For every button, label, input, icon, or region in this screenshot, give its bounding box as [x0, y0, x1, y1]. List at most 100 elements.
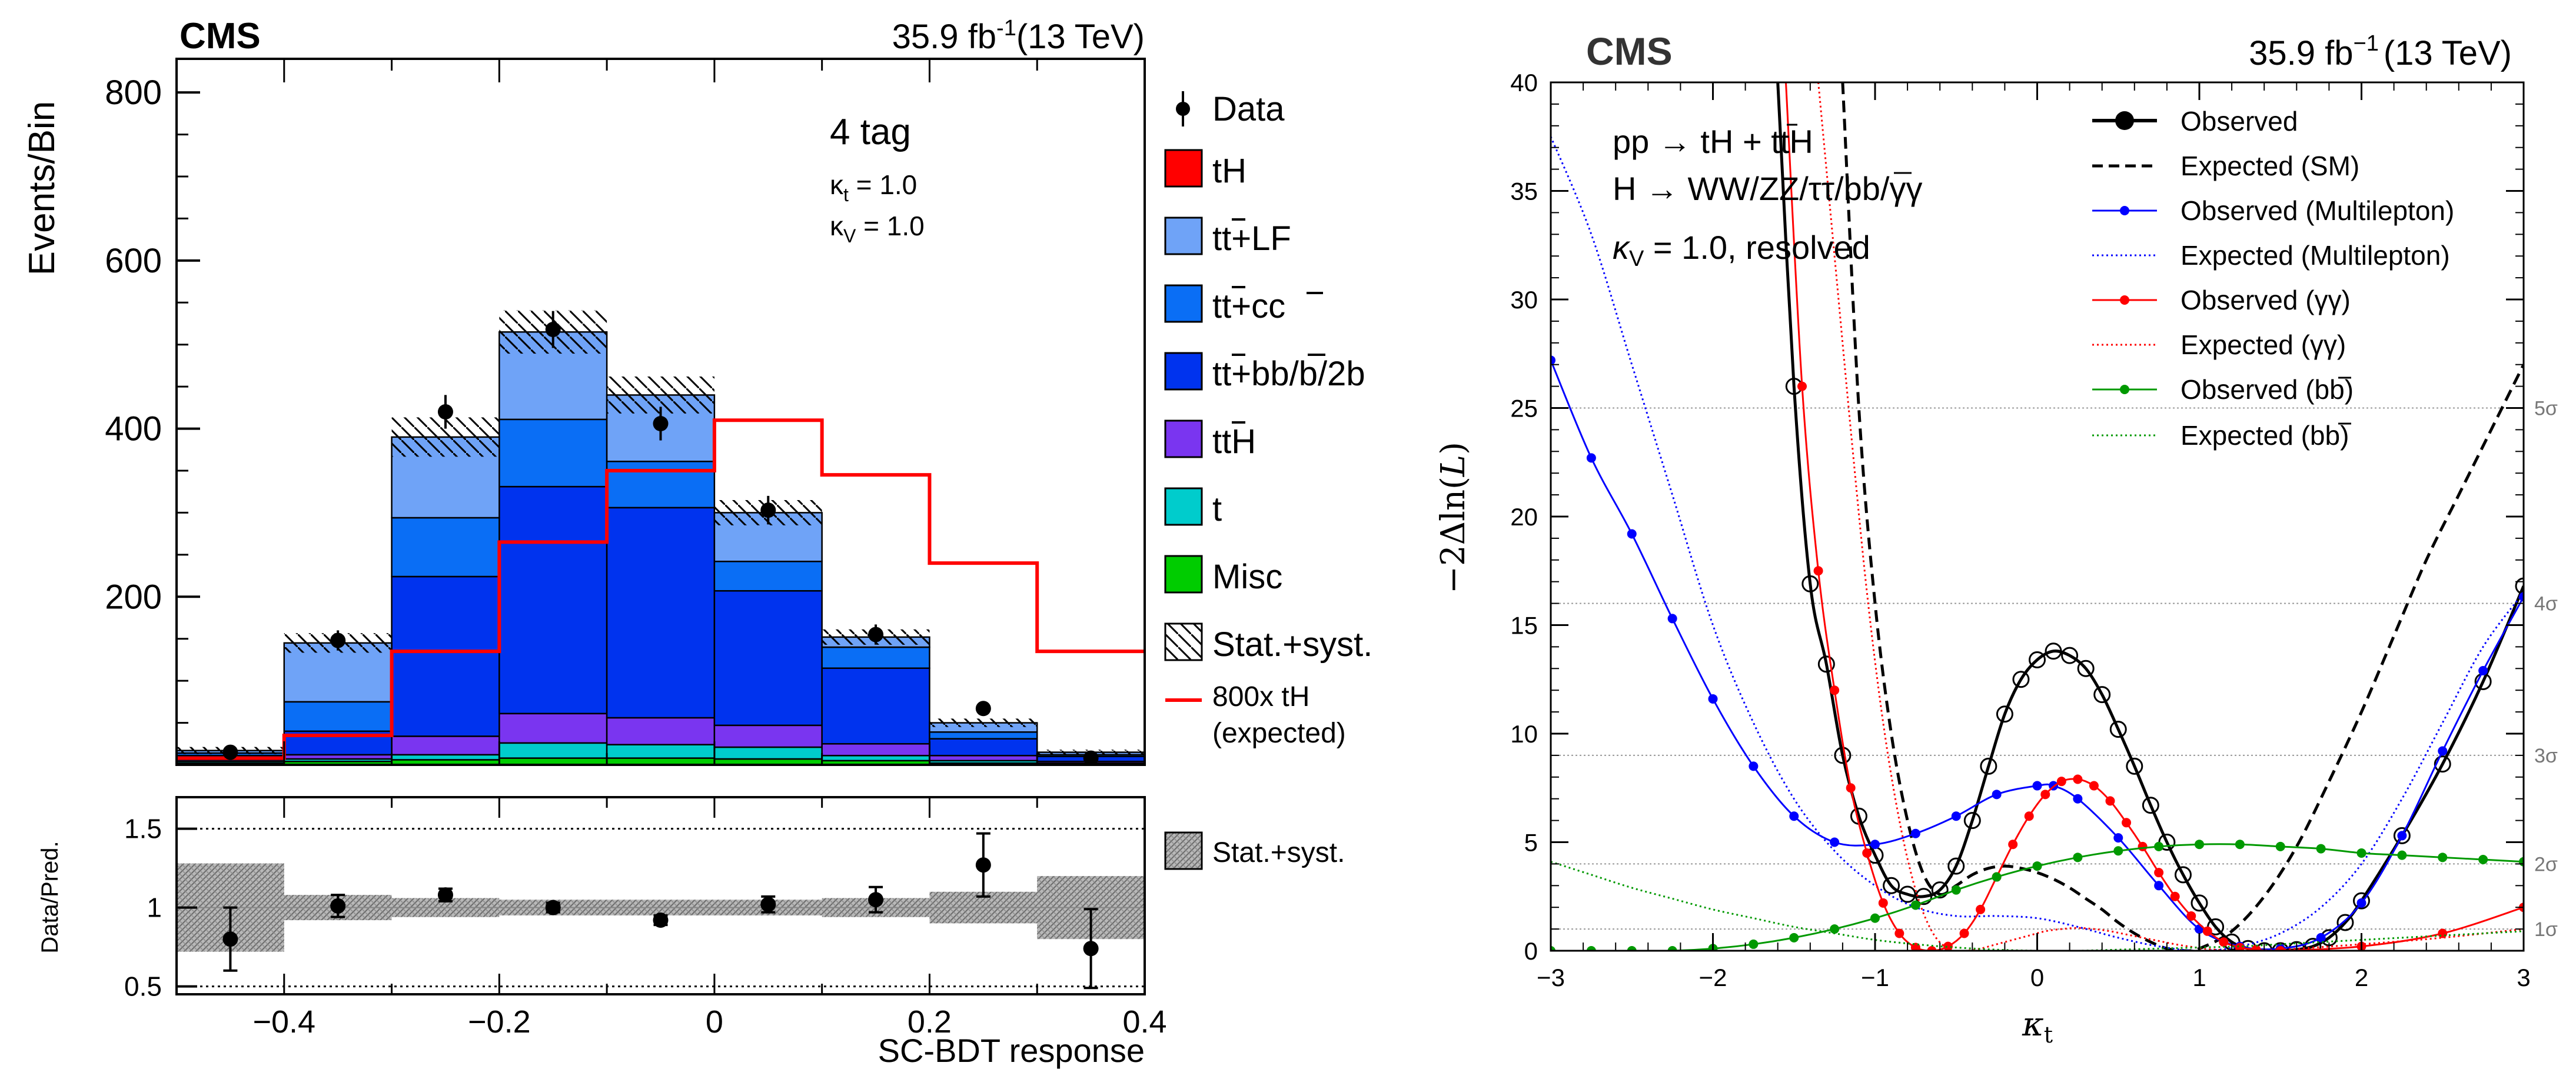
- svg-text:Stat.+syst.: Stat.+syst.: [1212, 837, 1345, 868]
- legend-expected-bb: Expected (bb): [2092, 420, 2351, 451]
- data-point-5: [760, 502, 776, 518]
- legend-item-stat-syst: Stat.+syst.: [1164, 622, 1372, 664]
- bar-t-bin-6: [821, 755, 930, 762]
- sigma-label-4: 2σ: [2534, 853, 2558, 875]
- marker-2-3: [1667, 614, 1677, 624]
- left-x-ticks: [175, 59, 1146, 765]
- right-ytick-label-25: 25: [1510, 395, 1538, 422]
- marker-4-24: [2170, 891, 2180, 901]
- marker-2-0: [1551, 355, 1555, 365]
- bar-t-bin-4: [606, 744, 716, 759]
- svg-text:Misc: Misc: [1212, 558, 1282, 596]
- svg-text:tt+LF: tt+LF: [1212, 219, 1291, 258]
- ratio-point-1: [330, 898, 346, 914]
- svg-text:Stat.+syst.: Stat.+syst.: [1212, 625, 1372, 664]
- svg-text:tH: tH: [1212, 152, 1247, 190]
- marker-0-20: [2093, 686, 2111, 704]
- right-ytick-label-10: 10: [1510, 720, 1538, 748]
- marker-2-11: [1992, 790, 2002, 800]
- marker-2-10: [1951, 811, 1961, 821]
- marker-4-1: [1797, 381, 1807, 391]
- marker-0-3: [1817, 655, 1835, 673]
- svg-text:tt+cc: tt+cc: [1212, 287, 1285, 325]
- marker-6-5: [1749, 939, 1759, 949]
- marker-4-15: [2024, 811, 2034, 821]
- marker-2-2: [1627, 529, 1637, 539]
- left-cms-label: CMS: [180, 16, 261, 56]
- legend-item-tt-bb: tt+bb/b/2b: [1164, 352, 1365, 393]
- marker-0-8: [1899, 885, 1916, 903]
- marker-4-9: [1927, 946, 1937, 951]
- bar-t-bin-5: [713, 746, 823, 760]
- sigma-label-1: 1σ: [2534, 918, 2558, 941]
- marker-4-11: [1959, 928, 1969, 938]
- marker-2-23: [2438, 746, 2448, 756]
- svg-text:t: t: [1212, 490, 1222, 528]
- marker-6-13: [2073, 852, 2083, 862]
- bar-tt̄+bb̄/b/2b-bin-6: [821, 667, 930, 745]
- data-point-6: [868, 627, 884, 642]
- marker-0-15: [2012, 671, 2030, 688]
- marker-2-12: [2032, 781, 2042, 791]
- sigma-labels: 1σ 2σ 3σ 4σ 5σ: [2534, 398, 2558, 941]
- legend-item-tt-cc: tt+cc: [1164, 284, 1323, 325]
- bar-tt̄+cc̄-bin-6: [821, 646, 930, 669]
- svg-text:tt+bb/b/2b: tt+bb/b/2b: [1212, 355, 1365, 393]
- ratio-point-6: [868, 892, 884, 908]
- right-xtick-label-5: 2: [2355, 964, 2368, 991]
- bar-tt̄+cc̄-bin-2: [391, 517, 500, 578]
- marker-0-40: [2515, 577, 2524, 595]
- marker-4-20: [2105, 796, 2115, 806]
- right-cms-label: CMS: [1586, 29, 1673, 73]
- marker-6-20: [2356, 848, 2366, 858]
- marker-6-6: [1789, 933, 1799, 943]
- marker-0-13: [1980, 757, 1997, 775]
- marker-6-12: [2032, 861, 2042, 871]
- data-point-7: [975, 701, 991, 717]
- bar-t-bin-3: [498, 742, 608, 759]
- ratio-reference-lines: [177, 828, 1145, 988]
- svg-text:Expected (SM): Expected (SM): [2181, 151, 2359, 181]
- marker-4-6: [1878, 898, 1888, 908]
- left-histogram-panel: CMS 35.9 fb-1(13 TeV) Events/Bin 200 400 6…: [22, 16, 1146, 766]
- marker-2-15: [2113, 833, 2123, 843]
- bar-tt̄+bb̄/b/2b-bin-5: [713, 590, 823, 727]
- marker-6-22: [2438, 852, 2448, 862]
- right-xtick-label-4: 1: [2192, 964, 2206, 991]
- legend-item-800x-th: 800x tH (expected): [1165, 681, 1346, 749]
- marker-0-26: [2191, 894, 2208, 912]
- marker-4-14: [2008, 840, 2018, 850]
- marker-6-7: [1830, 924, 1840, 934]
- svg-text:Observed (bb): Observed (bb): [2181, 374, 2354, 405]
- legend-observed: Observed: [2092, 106, 2298, 136]
- bar-tt̄H-bin-7: [929, 755, 1038, 762]
- left-lumi-label: 35.9 fb-1(13 TeV): [892, 16, 1145, 56]
- legend-item-tH: tH: [1164, 149, 1247, 190]
- bar-tt̄+bb̄/b/2b-bin-4: [606, 507, 716, 719]
- bar-tt̄+cc̄-bin-4: [606, 461, 716, 509]
- data-point-2: [437, 404, 453, 419]
- signal-800x-tH: [177, 418, 1145, 760]
- ratio-ytick-label-0.5: 0.5: [124, 971, 162, 1002]
- marker-4-2: [1813, 566, 1823, 576]
- marker-0-25: [2174, 866, 2192, 884]
- marker-0-11: [1947, 857, 1965, 875]
- right-ytick-label-5: 5: [1524, 829, 1538, 857]
- curve-3: [1551, 136, 2524, 951]
- right-xtick-label-0: −3: [1537, 964, 1565, 991]
- marker-0-12: [1963, 812, 1981, 830]
- marker-2-1: [1586, 453, 1596, 463]
- marker-6-1: [1586, 946, 1596, 951]
- right-ytick-label-40: 40: [1510, 69, 1538, 96]
- right-xlabel: κt: [2022, 1005, 2053, 1048]
- marker-2-5: [1749, 761, 1759, 771]
- marker-0-38: [2434, 755, 2451, 773]
- right-xtick-label-2: −1: [1861, 964, 1889, 991]
- legend-expected-gammagamma: Expected (γγ): [2092, 329, 2346, 360]
- marker-6-14: [2113, 846, 2123, 856]
- left-ytick-label-400: 400: [105, 410, 162, 448]
- bar-tt̄+cc̄-bin-1: [283, 701, 393, 732]
- marker-6-0: [1551, 946, 1555, 951]
- curve-2: [1551, 359, 2524, 951]
